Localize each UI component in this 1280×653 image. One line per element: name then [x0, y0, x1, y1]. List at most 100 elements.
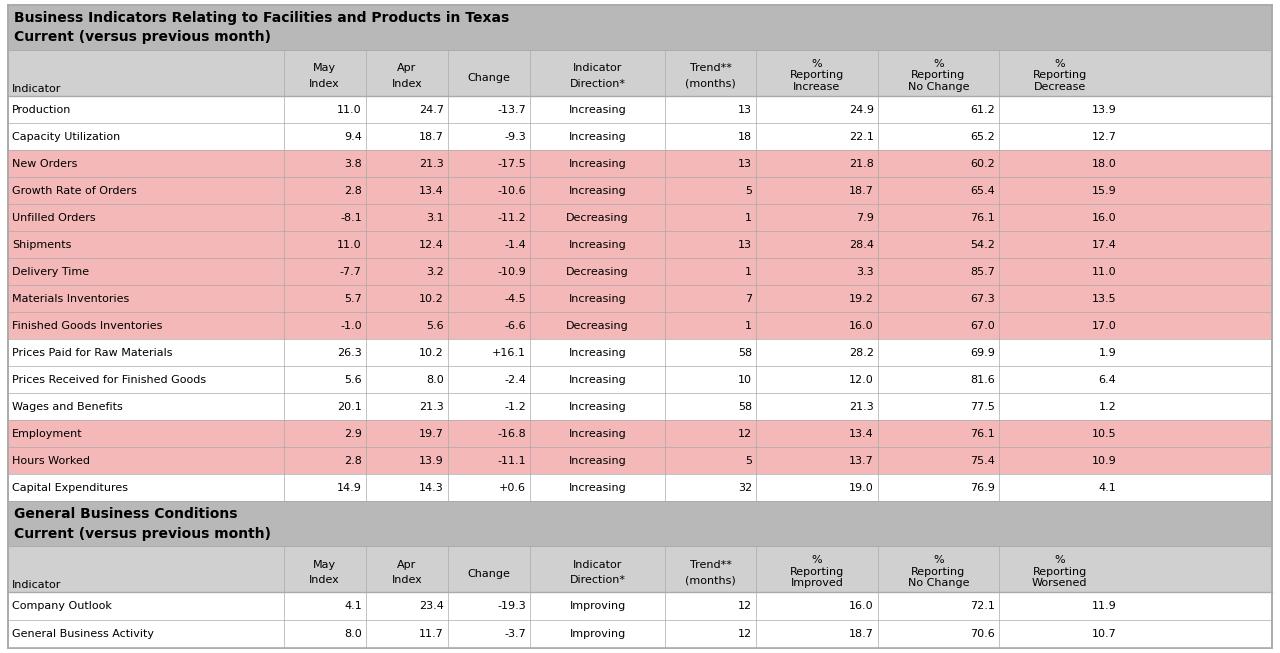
- Bar: [8, 592, 1272, 620]
- Bar: [8, 258, 1272, 285]
- Text: 13.5: 13.5: [1092, 294, 1116, 304]
- Text: 21.3: 21.3: [419, 402, 444, 412]
- Text: Increasing: Increasing: [568, 185, 626, 196]
- Text: 17.0: 17.0: [1092, 321, 1116, 330]
- Text: Apr: Apr: [397, 63, 416, 73]
- Text: 12: 12: [739, 429, 753, 439]
- Text: 22.1: 22.1: [849, 131, 874, 142]
- Text: -7.7: -7.7: [339, 266, 362, 277]
- Text: Increasing: Increasing: [568, 375, 626, 385]
- Text: 76.9: 76.9: [970, 483, 995, 493]
- Text: Prices Paid for Raw Materials: Prices Paid for Raw Materials: [12, 348, 173, 358]
- Text: 5: 5: [745, 185, 753, 196]
- Text: Increasing: Increasing: [568, 483, 626, 493]
- Text: 7.9: 7.9: [856, 213, 874, 223]
- Text: Increasing: Increasing: [568, 131, 626, 142]
- Text: Decreasing: Decreasing: [566, 321, 628, 330]
- Text: Capacity Utilization: Capacity Utilization: [12, 131, 120, 142]
- Text: 77.5: 77.5: [970, 402, 995, 412]
- Text: Increasing: Increasing: [568, 159, 626, 168]
- Text: -4.5: -4.5: [504, 294, 526, 304]
- Text: 14.9: 14.9: [337, 483, 362, 493]
- Text: Index: Index: [392, 79, 422, 89]
- Text: Decreasing: Decreasing: [566, 213, 628, 223]
- Text: 3.3: 3.3: [856, 266, 874, 277]
- Text: 10.5: 10.5: [1092, 429, 1116, 439]
- Bar: [8, 340, 1272, 366]
- Text: Change: Change: [467, 72, 511, 82]
- Bar: [8, 285, 1272, 312]
- Text: -2.4: -2.4: [504, 375, 526, 385]
- Text: Wages and Benefits: Wages and Benefits: [12, 402, 123, 412]
- Text: 26.3: 26.3: [337, 348, 362, 358]
- Text: 18.7: 18.7: [849, 629, 874, 639]
- Text: -16.8: -16.8: [498, 429, 526, 439]
- Text: 1.2: 1.2: [1098, 402, 1116, 412]
- Bar: [8, 620, 1272, 648]
- Text: %: %: [1055, 59, 1065, 69]
- Text: Decreasing: Decreasing: [566, 266, 628, 277]
- Text: %: %: [933, 59, 943, 69]
- Text: %: %: [812, 555, 822, 565]
- Text: Hours Worked: Hours Worked: [12, 456, 90, 466]
- Text: -1.2: -1.2: [504, 402, 526, 412]
- Text: 16.0: 16.0: [849, 321, 874, 330]
- Text: Increasing: Increasing: [568, 294, 626, 304]
- Text: 24.9: 24.9: [849, 104, 874, 114]
- Text: 18.0: 18.0: [1092, 159, 1116, 168]
- Text: -1.0: -1.0: [340, 321, 362, 330]
- Text: Indicator: Indicator: [12, 581, 61, 590]
- Text: Current (versus previous month): Current (versus previous month): [14, 527, 271, 541]
- Text: 13.4: 13.4: [419, 185, 444, 196]
- Text: Increase: Increase: [794, 82, 841, 92]
- Text: 12.7: 12.7: [1092, 131, 1116, 142]
- Text: Worsened: Worsened: [1032, 578, 1088, 588]
- Bar: [8, 177, 1272, 204]
- Text: 8.0: 8.0: [426, 375, 444, 385]
- Text: Direction*: Direction*: [570, 79, 626, 89]
- Text: Index: Index: [310, 575, 340, 585]
- Bar: [8, 421, 1272, 447]
- Text: 13.9: 13.9: [419, 456, 444, 466]
- Text: 13.7: 13.7: [849, 456, 874, 466]
- Text: 18.7: 18.7: [849, 185, 874, 196]
- Text: Reporting: Reporting: [790, 567, 844, 577]
- Text: Improved: Improved: [791, 578, 844, 588]
- Text: 65.2: 65.2: [970, 131, 995, 142]
- Text: 20.1: 20.1: [337, 402, 362, 412]
- Bar: [8, 312, 1272, 340]
- Text: 13.9: 13.9: [1092, 104, 1116, 114]
- Text: 5.7: 5.7: [344, 294, 362, 304]
- Text: Reporting: Reporting: [1033, 71, 1087, 80]
- Text: 60.2: 60.2: [970, 159, 995, 168]
- Text: May: May: [314, 63, 337, 73]
- Text: 10: 10: [739, 375, 753, 385]
- Text: Materials Inventories: Materials Inventories: [12, 294, 129, 304]
- Text: 21.3: 21.3: [419, 159, 444, 168]
- Text: 11.9: 11.9: [1092, 601, 1116, 611]
- Text: Index: Index: [310, 79, 340, 89]
- Text: -11.1: -11.1: [498, 456, 526, 466]
- Text: 13: 13: [739, 240, 753, 249]
- Text: 12.0: 12.0: [849, 375, 874, 385]
- Text: 58: 58: [739, 402, 753, 412]
- Text: -19.3: -19.3: [498, 601, 526, 611]
- Text: Improving: Improving: [570, 629, 626, 639]
- Text: Trend**: Trend**: [690, 63, 732, 73]
- Text: %: %: [812, 59, 822, 69]
- Text: 7: 7: [745, 294, 753, 304]
- Text: Indicator: Indicator: [12, 84, 61, 94]
- Text: Increasing: Increasing: [568, 429, 626, 439]
- Text: 1.9: 1.9: [1098, 348, 1116, 358]
- Text: Capital Expenditures: Capital Expenditures: [12, 483, 128, 493]
- Text: -10.6: -10.6: [498, 185, 526, 196]
- Text: -13.7: -13.7: [498, 104, 526, 114]
- Text: 10.2: 10.2: [419, 348, 444, 358]
- Text: Reporting: Reporting: [790, 71, 844, 80]
- Text: 11.0: 11.0: [337, 104, 362, 114]
- Text: 5.6: 5.6: [426, 321, 444, 330]
- Text: 11.7: 11.7: [419, 629, 444, 639]
- Text: Improving: Improving: [570, 601, 626, 611]
- Text: 1: 1: [745, 213, 753, 223]
- Text: 19.2: 19.2: [849, 294, 874, 304]
